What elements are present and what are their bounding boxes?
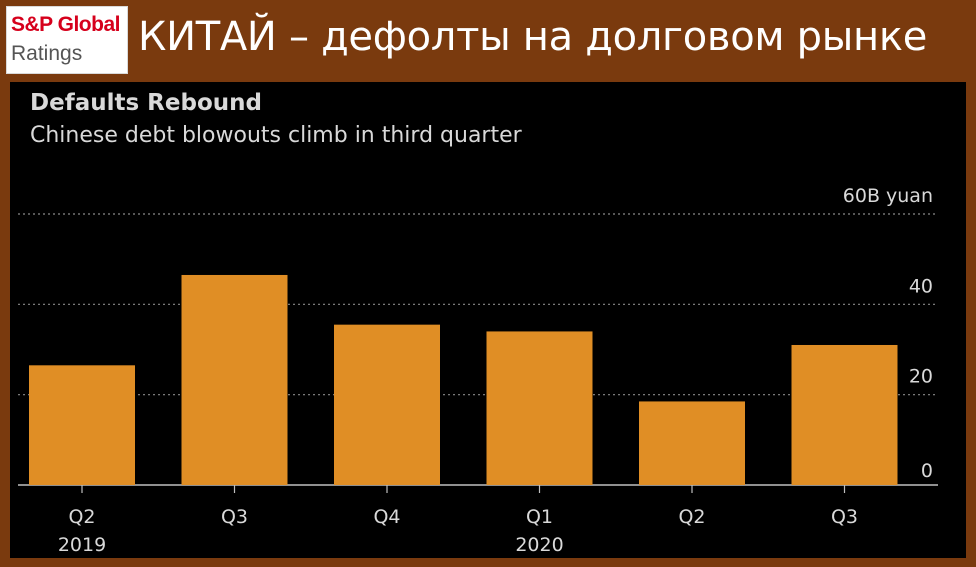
y-tick-label: 0 bbox=[921, 460, 933, 482]
bar bbox=[791, 344, 898, 485]
y-tick-label: 60B yuan bbox=[843, 185, 933, 207]
banner: S&P Global Ratings КИТАЙ – дефолты на до… bbox=[0, 0, 976, 82]
x-tick-label: Q4 bbox=[373, 506, 400, 528]
bar bbox=[334, 324, 440, 485]
x-year-label: 2019 bbox=[58, 534, 106, 556]
x-tick-label: Q2 bbox=[68, 506, 95, 528]
x-tick-label: Q3 bbox=[831, 506, 858, 528]
chart-panel: Defaults Rebound Chinese debt blowouts c… bbox=[10, 82, 966, 558]
bar bbox=[181, 274, 288, 485]
sp-global-ratings-logo: S&P Global Ratings bbox=[6, 6, 128, 74]
chart-title: Defaults Rebound bbox=[30, 90, 262, 116]
x-year-label: 2020 bbox=[515, 534, 563, 556]
bar-chart: Defaults Rebound Chinese debt blowouts c… bbox=[18, 90, 938, 556]
bars bbox=[29, 274, 898, 485]
logo-line2: Ratings bbox=[11, 42, 83, 65]
y-tick-label: 40 bbox=[909, 275, 933, 297]
x-tick-label: Q2 bbox=[678, 506, 705, 528]
x-tick-label: Q3 bbox=[221, 506, 248, 528]
y-tick-label: 20 bbox=[909, 366, 933, 388]
chart-subtitle: Chinese debt blowouts climb in third qua… bbox=[30, 123, 523, 148]
x-tick-label: Q1 bbox=[526, 506, 553, 528]
bar bbox=[639, 401, 745, 485]
grid-lines bbox=[18, 213, 938, 486]
axis-labels: 0 20 40 60B yuan Q2 2019 Q3 Q4 Q1 2020 Q2 Q3 bbox=[58, 185, 933, 556]
bar bbox=[29, 365, 135, 485]
bar bbox=[486, 331, 593, 485]
banner-title: КИТАЙ – дефолты на долговом рынке bbox=[138, 14, 928, 60]
logo-line1: S&P Global bbox=[11, 13, 120, 36]
